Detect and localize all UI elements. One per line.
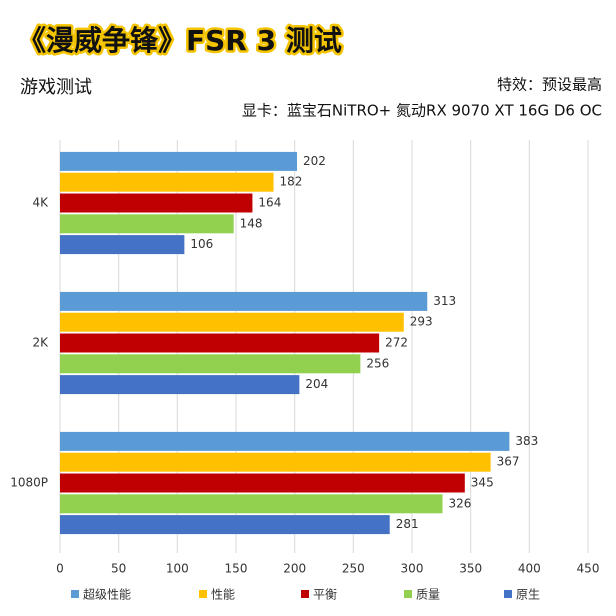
bar bbox=[60, 172, 274, 192]
bar bbox=[60, 354, 361, 374]
note: 显卡：蓝宝石NiTRO+ 氮动RX 9070 XT 16G D6 OC bbox=[242, 102, 602, 120]
legend-label: 原生 bbox=[516, 588, 540, 602]
chart-title: 《漫威争锋》FSR 3 测试 bbox=[18, 24, 342, 57]
data-label: 293 bbox=[410, 315, 433, 329]
y-tick-label: 4K bbox=[32, 196, 49, 210]
bar bbox=[60, 452, 491, 472]
bar bbox=[60, 214, 234, 234]
legend-swatch bbox=[404, 590, 412, 598]
bar bbox=[60, 494, 443, 514]
bar bbox=[60, 431, 510, 451]
data-label: 202 bbox=[303, 154, 326, 168]
legend-label: 平衡 bbox=[313, 588, 337, 602]
bar bbox=[60, 291, 428, 311]
y-tick-label: 2K bbox=[32, 336, 49, 350]
bar bbox=[60, 193, 253, 213]
data-label: 182 bbox=[280, 175, 303, 189]
note: 特效：预设最高 bbox=[497, 76, 602, 94]
x-tick-label: 150 bbox=[225, 562, 248, 576]
data-label: 345 bbox=[471, 476, 494, 490]
x-tick-label: 250 bbox=[342, 562, 365, 576]
data-label: 326 bbox=[449, 496, 472, 510]
x-tick-label: 0 bbox=[56, 562, 64, 576]
data-label: 204 bbox=[305, 377, 328, 391]
legend-swatch bbox=[301, 590, 309, 598]
bar bbox=[60, 515, 390, 535]
y-tick-label: 1080P bbox=[10, 476, 48, 490]
legend-swatch bbox=[504, 590, 512, 598]
x-tick-label: 50 bbox=[111, 562, 126, 576]
bar bbox=[60, 151, 298, 171]
x-tick-label: 200 bbox=[283, 562, 306, 576]
x-tick-label: 100 bbox=[166, 562, 189, 576]
data-label: 106 bbox=[190, 237, 213, 251]
bar bbox=[60, 473, 465, 493]
x-tick-label: 300 bbox=[401, 562, 424, 576]
chart-subtitle: 游戏测试 bbox=[20, 77, 92, 98]
x-tick-label: 350 bbox=[459, 562, 482, 576]
x-tick-label: 450 bbox=[577, 562, 600, 576]
data-label: 281 bbox=[396, 517, 419, 531]
data-label: 164 bbox=[258, 196, 281, 210]
bar bbox=[60, 375, 300, 395]
legend-label: 性能 bbox=[211, 588, 235, 602]
legend-label: 质量 bbox=[416, 588, 440, 602]
data-label: 148 bbox=[240, 216, 263, 230]
data-label: 367 bbox=[497, 455, 520, 469]
legend-label: 超级性能 bbox=[83, 587, 131, 602]
legend-swatch bbox=[199, 590, 207, 598]
data-label: 313 bbox=[433, 294, 456, 308]
legend-swatch bbox=[71, 590, 79, 598]
data-label: 383 bbox=[515, 434, 538, 448]
bar bbox=[60, 235, 185, 255]
x-tick-label: 400 bbox=[518, 562, 541, 576]
data-label: 256 bbox=[366, 356, 389, 370]
data-label: 272 bbox=[385, 336, 408, 350]
bar bbox=[60, 333, 380, 353]
bar bbox=[60, 312, 404, 332]
